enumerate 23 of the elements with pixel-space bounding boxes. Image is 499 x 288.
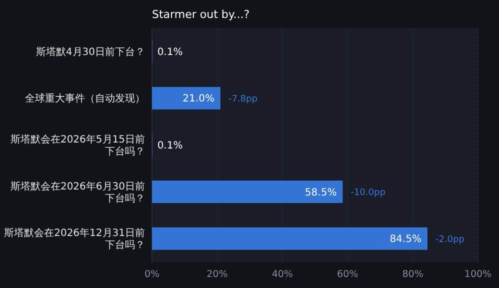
y-tick-label: 斯塔默会在2026年6月30日前下台吗？	[10, 180, 145, 204]
y-tick-label: 斯塔默会在2026年12月31日前下台吗？	[4, 227, 145, 252]
annotation: -7.8pp	[228, 94, 258, 104]
bar	[152, 180, 343, 204]
x-tick-label: 0%	[144, 269, 160, 280]
y-tick-label: 全球重大事件（自动发现）	[25, 92, 145, 105]
y-tick-label: 斯塔默会在2026年5月15日前下台吗？	[10, 134, 145, 158]
data-label: 0.1%	[157, 140, 183, 152]
bar	[152, 227, 428, 250]
x-tick-label: 100%	[464, 269, 492, 280]
x-tick-label: 40%	[272, 269, 293, 280]
annotation: -10.0pp	[350, 188, 386, 198]
annotation: -2.0pp	[435, 234, 465, 245]
x-tick-label: 20%	[206, 269, 228, 280]
bar	[152, 86, 220, 110]
data-label: 21.0%	[182, 94, 214, 105]
chart-title: Starmer out by...?	[152, 8, 250, 21]
y-tick-label: 斯塔默4月30日前下台？	[36, 46, 145, 58]
x-tick-label: 60%	[337, 269, 358, 280]
data-label: 58.5%	[304, 187, 337, 198]
x-tick-label: 80%	[402, 269, 424, 280]
data-label: 0.1%	[157, 46, 183, 58]
data-label: 84.5%	[390, 234, 422, 246]
